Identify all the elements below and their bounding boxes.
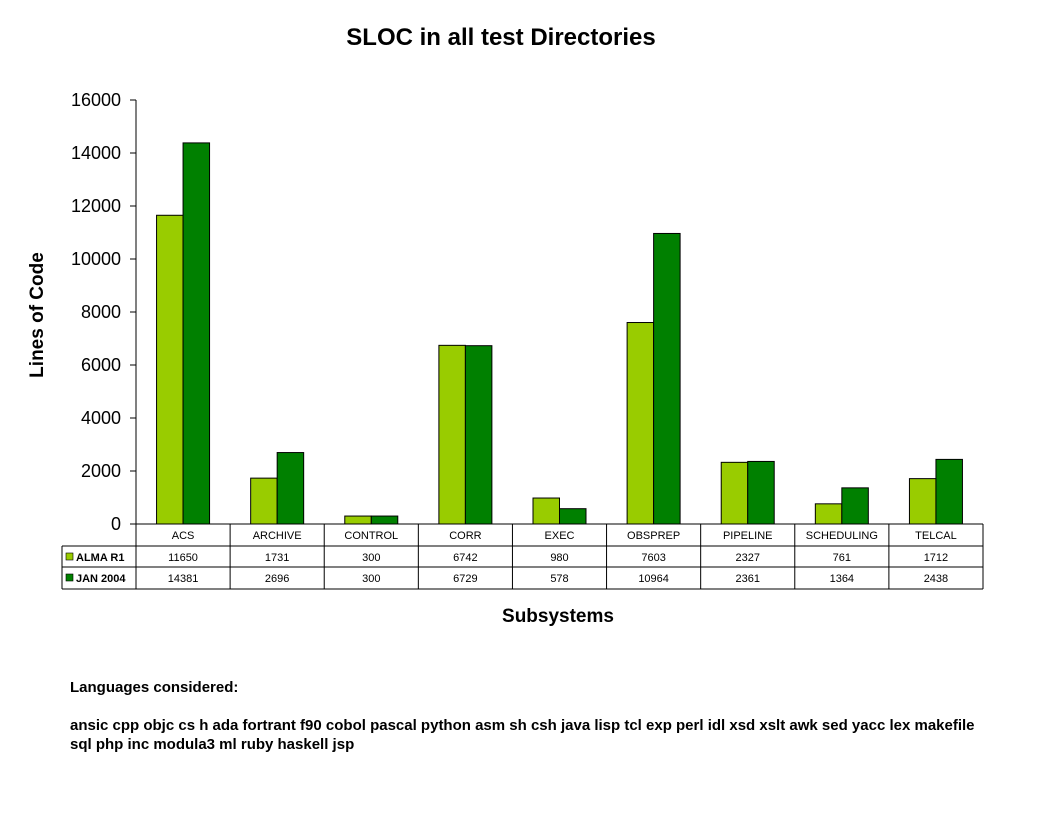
y-tick-label: 0 [111,514,121,534]
data-label: 10964 [638,573,669,585]
y-tick-label: 6000 [81,355,121,375]
bar-exec-series-1 [532,497,560,525]
y-tick-label: 14000 [71,143,121,163]
data-label: 300 [362,552,380,564]
table-category-label: EXEC [545,530,575,542]
table-category-label: CONTROL [344,530,398,542]
y-tick-label: 4000 [81,408,121,428]
y-tick-label: 2000 [81,461,121,481]
y-tick-label: 12000 [71,196,121,216]
languages-list: ansic cpp objc cs h ada fortrant f90 cob… [70,717,975,753]
bar-scheduling-series-2 [841,487,869,525]
data-label: 14381 [168,573,199,585]
data-label: 761 [833,552,851,564]
bar-pipeline-series-1 [720,461,749,525]
bar-telcal-series-2 [935,458,963,525]
table-category-label: ARCHIVE [253,530,302,542]
data-label: 1731 [265,552,289,564]
data-label: 2438 [924,573,948,585]
y-tick-label: 10000 [71,249,121,269]
data-label: 6729 [453,573,477,585]
data-label: 300 [362,573,380,585]
data-label: 1712 [924,552,948,564]
bar-obsprep-series-1 [626,322,655,525]
table-category-label: PIPELINE [723,530,773,542]
bar-acs-series-2 [182,142,211,525]
data-label: 1364 [830,573,854,585]
bar-acs-series-1 [156,214,184,525]
y-tick-label: 16000 [71,90,121,110]
notes-heading: Languages considered: [70,679,239,696]
bar-scheduling-series-1 [814,503,843,525]
y-axis: 0 2000 4000 6000 8000 10000 12000 14000 16000 [71,90,137,534]
bar-chart: SLOC in all test Directories Lines of Co… [27,24,984,627]
x-axis-label: Subsystems [502,606,614,627]
bar-corr-series-1 [438,344,466,525]
data-label: 7603 [641,552,665,564]
bar-corr-series-2 [464,345,493,525]
bar-telcal-series-1 [908,478,937,525]
legend-swatch-series-2 [65,573,74,582]
table-category-label: ACS [172,530,195,542]
data-label: 980 [550,552,568,564]
bar-control-series-1 [344,515,372,525]
data-label: 11650 [168,552,198,564]
data-label: 2327 [735,552,759,564]
bar-control-series-2 [370,515,399,525]
table-category-label: CORR [449,530,481,542]
bar-obsprep-series-2 [653,232,681,525]
data-label: 6742 [453,552,477,564]
table-category-label: TELCAL [915,530,957,542]
data-label: 2361 [735,573,759,585]
bar-archive-series-2 [276,452,305,525]
bars [156,142,963,525]
chart-title: SLOC in all test Directories [346,24,655,51]
legend-swatch-series-1 [65,552,74,561]
table-category-label: OBSPREP [627,530,680,542]
legend-label-series-2: JAN 2004 [76,573,126,585]
table-category-label: SCHEDULING [806,530,878,542]
data-table: ACS ARCHIVE CONTROL CORR EXEC OBSPREP PIPELINE… [61,523,984,590]
bar-archive-series-1 [250,477,278,525]
bar-exec-series-2 [559,508,587,525]
bar-pipeline-series-2 [747,460,775,525]
y-tick-label: 8000 [81,302,121,322]
data-label: 2696 [265,573,289,585]
y-axis-label: Lines of Code [27,252,48,378]
data-label: 578 [550,573,568,585]
legend-label-series-1: ALMA R1 [76,552,124,564]
notes: Languages considered: ansic cpp objc cs … [70,678,1000,754]
